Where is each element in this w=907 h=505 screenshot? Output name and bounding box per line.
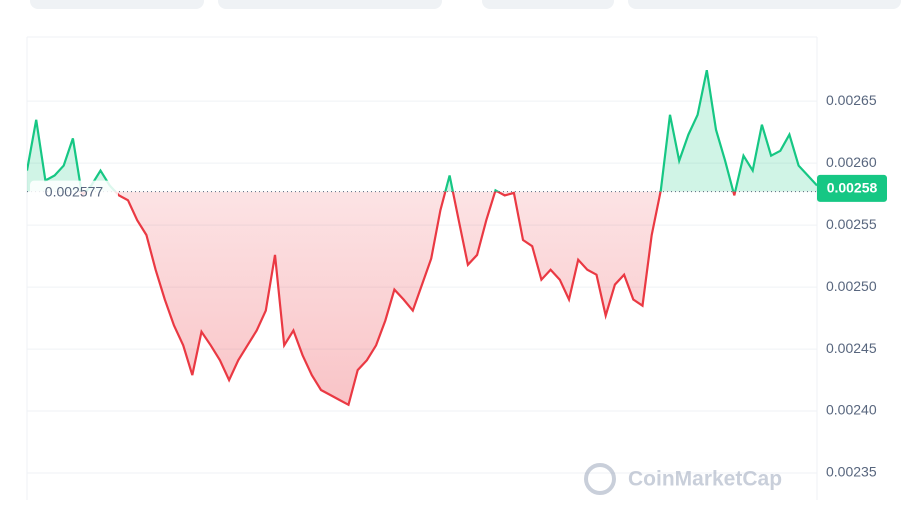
y-tick-label: 0.00260 (826, 154, 877, 170)
current-price-label: 0.00258 (827, 180, 878, 196)
y-tick-label: 0.00250 (826, 278, 877, 294)
watermark: CoinMarketCap (584, 463, 782, 495)
tab[interactable] (218, 0, 442, 9)
current-price-tag (817, 174, 887, 202)
y-tick-label: 0.00240 (826, 402, 877, 418)
labels: 0.002577 0.00258 (27, 174, 887, 203)
y-tick-label: 0.00255 (826, 216, 877, 232)
watermark-text: CoinMarketCap (628, 468, 782, 491)
y-tick-label: 0.00235 (826, 464, 877, 480)
baseline-label-box (30, 180, 118, 203)
baseline-label: 0.002577 (45, 183, 104, 199)
tab[interactable] (482, 0, 614, 9)
price-line-up (27, 69, 817, 192)
watermark-logo (584, 463, 616, 495)
tab[interactable] (628, 0, 901, 9)
y-tick-label: 0.00245 (826, 340, 877, 356)
grid: 0.00235 0.00240 0.00245 0.00250 0.00255 0.002… (27, 92, 877, 480)
y-tick-label: 0.00265 (826, 92, 877, 108)
price-line-down (80, 191, 737, 407)
area-down (27, 191, 817, 405)
plot (27, 69, 817, 407)
tab[interactable] (30, 0, 204, 9)
